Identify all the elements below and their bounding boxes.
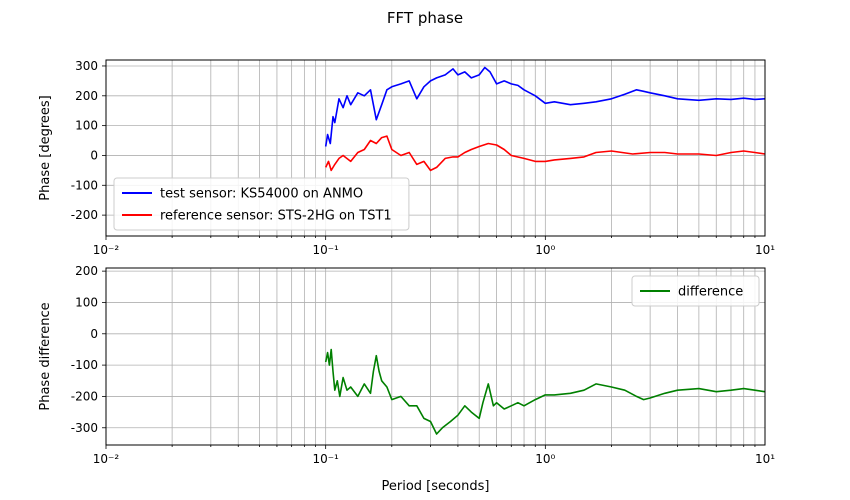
difference-legend: difference [631,275,760,307]
y-tick-label: 200 [75,89,98,103]
x-tick-label: 10⁻² [93,452,120,466]
series-line-2 [324,135,766,172]
difference-y-axis-label: Phase difference [38,302,53,410]
figure-title: FFT phase [387,9,463,27]
phase-plot-frame [105,59,766,237]
phase-y-axis-label: Phase [degrees] [38,95,53,200]
y-tick-label: 300 [75,59,98,73]
y-tick-label: 200 [75,264,98,278]
difference-x-axis-label: Period [seconds] [382,479,490,494]
y-tick-label: -200 [71,208,98,222]
difference-plot-frame [105,267,766,446]
legend-box [113,177,410,231]
y-tick-label: 100 [75,119,98,133]
y-tick-label: -200 [71,389,98,403]
series-line-1 [324,348,766,435]
legend-box [631,275,760,307]
x-tick-label: 10¹ [755,243,775,257]
x-tick-label: 10⁻¹ [312,452,339,466]
x-tick-label: 10⁻¹ [312,243,339,257]
x-tick-label: 10⁰ [535,243,555,257]
y-tick-label: -300 [71,421,98,435]
phase-legend: test sensor: KS54000 on ANMO reference se… [113,177,410,231]
y-tick-label: -100 [71,358,98,372]
x-tick-label: 10¹ [755,452,775,466]
y-tick-label: 100 [75,295,98,309]
difference-panel: 200 100 0 -100 -200 -300 10⁻² 10⁻¹ 10⁰ 10¹ Phase … [38,264,775,494]
y-tick-label: 0 [90,148,98,162]
y-tick-label: -100 [71,178,98,192]
legend-label: test sensor: KS54000 on ANMO [160,187,363,202]
series-line-1 [324,66,766,147]
y-tick-label: 0 [90,327,98,341]
x-tick-label: 10⁻² [93,243,120,257]
x-tick-label: 10⁰ [535,452,555,466]
phase-panel: 300 200 100 0 -100 -200 10⁻² 10⁻¹ 10⁰ 10¹ Phase [… [38,59,775,257]
legend-label: reference sensor: STS-2HG on TST1 [160,209,392,224]
legend-label: difference [678,285,743,300]
